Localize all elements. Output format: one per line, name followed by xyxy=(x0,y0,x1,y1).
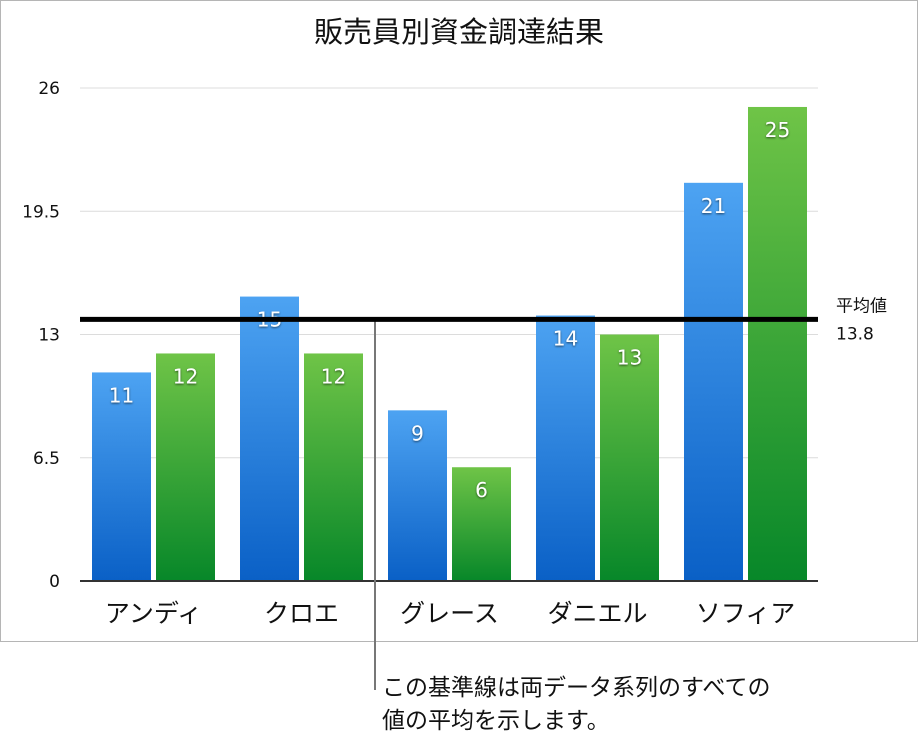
data-label: 6 xyxy=(475,478,488,502)
bar xyxy=(240,296,299,581)
category-label: ソフィア xyxy=(696,599,796,628)
category-label: クロエ xyxy=(264,599,339,628)
data-label: 12 xyxy=(173,364,198,388)
reference-line-annotation: この基準線は両データ系列のすべての 値の平均を示します。 xyxy=(382,675,771,734)
reference-line-value: 13.8 xyxy=(836,324,874,344)
data-label: 13 xyxy=(617,346,642,370)
bar xyxy=(600,334,659,581)
y-tick-label: 19.5 xyxy=(22,202,60,222)
data-label: 11 xyxy=(109,383,134,407)
data-label: 21 xyxy=(701,194,726,218)
bar xyxy=(388,410,447,581)
bar xyxy=(536,315,595,581)
category-label: アンディ xyxy=(105,599,202,628)
data-label: 9 xyxy=(411,421,424,445)
reference-line-label: 平均値 xyxy=(836,296,887,316)
bar xyxy=(748,106,807,581)
bar xyxy=(452,467,511,581)
y-tick-label: 26 xyxy=(38,79,60,99)
data-label: 14 xyxy=(553,327,578,351)
y-tick-label: 13 xyxy=(38,326,60,346)
category-label: グレース xyxy=(400,599,499,628)
bar xyxy=(156,353,215,581)
category-label: ダニエル xyxy=(547,599,647,628)
y-tick-label: 6.5 xyxy=(33,449,60,469)
chart-title: 販売員別資金調達結果 xyxy=(314,15,604,49)
data-label: 25 xyxy=(765,118,790,142)
data-label: 12 xyxy=(321,364,346,388)
y-tick-label: 0 xyxy=(49,572,60,592)
bar xyxy=(304,353,363,581)
bar xyxy=(92,372,151,581)
bar xyxy=(684,182,743,582)
